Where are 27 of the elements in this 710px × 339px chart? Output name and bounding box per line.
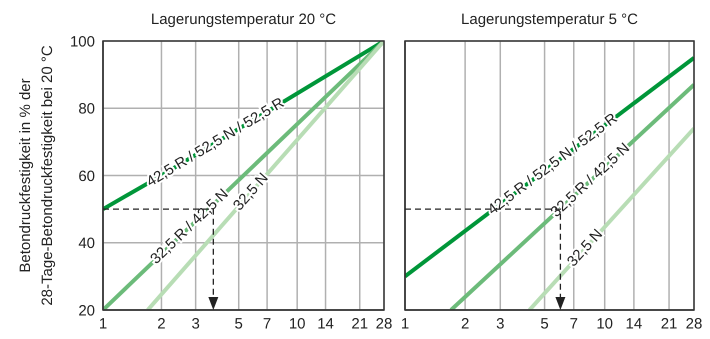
x-tick-label: 2 <box>460 316 470 333</box>
x-tick-label: 2 <box>157 316 166 333</box>
y-axis-title: Betondruckfestigkeit in % der 28-Tage-Betondruckfestigkeit bei 20 °C <box>17 45 56 306</box>
x-tick-label: 10 <box>288 316 306 333</box>
x-tick-label: 7 <box>262 316 272 333</box>
x-tick-label: 3 <box>496 316 504 333</box>
x-tick-label: 14 <box>626 316 642 333</box>
x-tick-label: 7 <box>570 316 578 333</box>
x-tick-label: 14 <box>317 316 334 333</box>
x-tick-label: 28 <box>376 316 392 333</box>
y-tick-label: 20 <box>78 302 95 320</box>
x-tick-label: 3 <box>191 316 200 333</box>
y-tick-label: 100 <box>70 33 95 50</box>
x-tick-label: 1 <box>400 316 410 333</box>
x-tick-label: 1 <box>98 316 108 333</box>
x-tick-label: 5 <box>234 316 243 333</box>
text: 32,5 R / 42,5 N <box>147 185 232 268</box>
x-tick-label: 21 <box>660 316 678 333</box>
x-tick-label: 21 <box>351 316 368 333</box>
y-tick-label: 60 <box>78 168 95 185</box>
x-tick-label: 5 <box>540 316 549 333</box>
y-tick-label: 40 <box>78 235 95 252</box>
y-tick-label: 80 <box>78 100 95 118</box>
x-tick-label: 28 <box>686 316 702 333</box>
chart-title: Lagerungstemperatur 20 °C <box>150 10 338 30</box>
chart-title: Lagerungstemperatur 5 °C <box>460 10 639 30</box>
x-tick-label: 10 <box>596 316 614 333</box>
